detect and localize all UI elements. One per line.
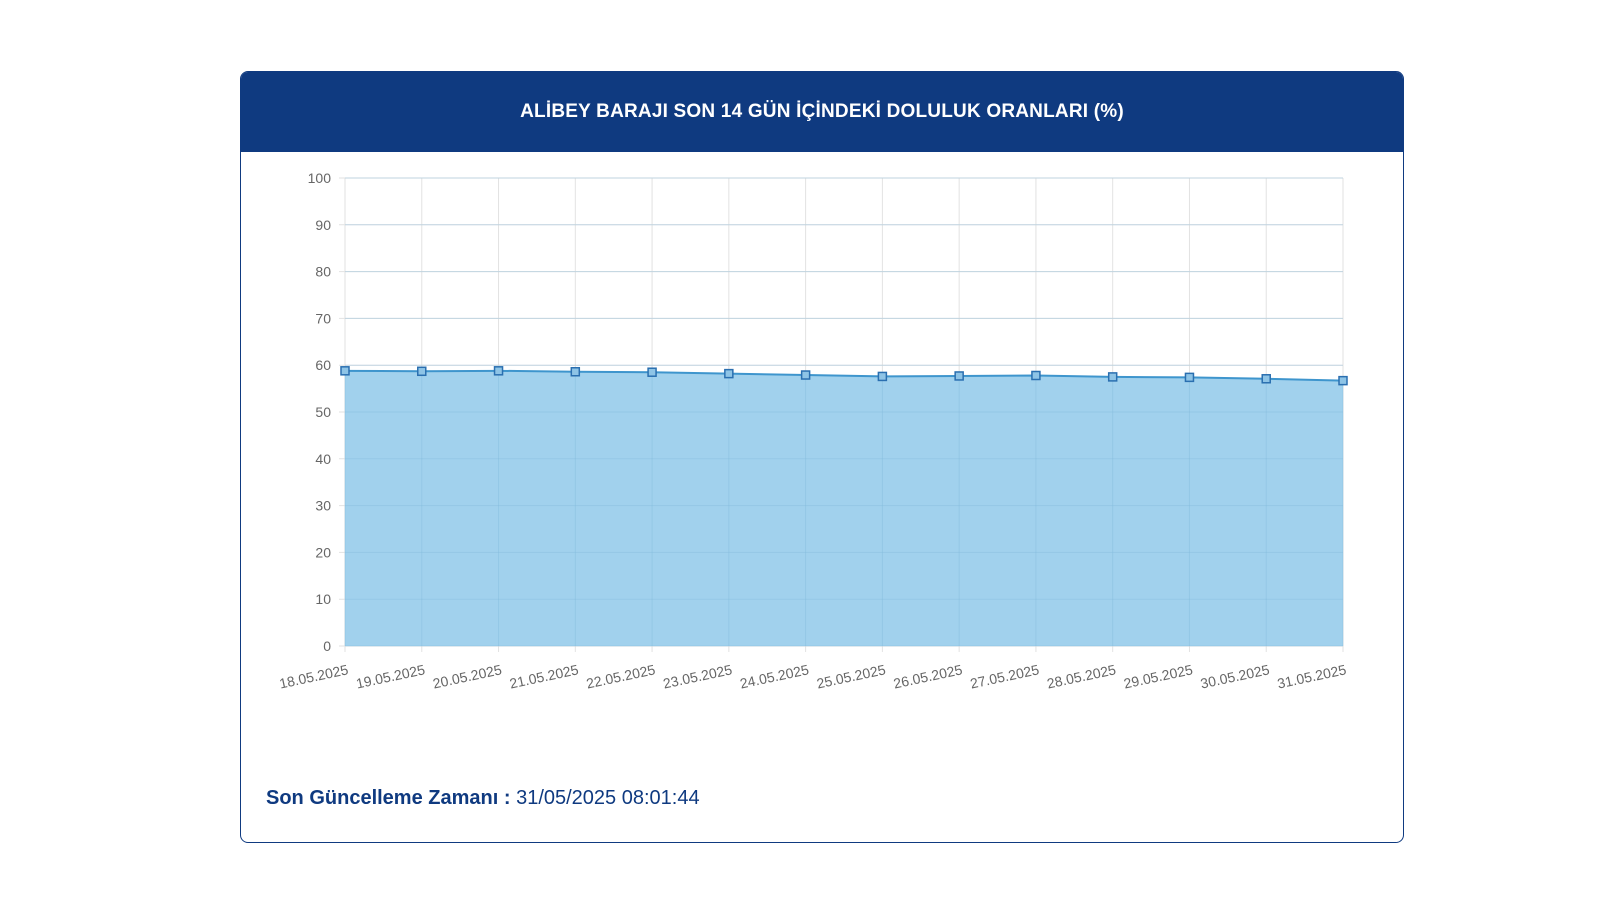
data-point [493,366,504,376]
chart-card: ALİBEY BARAJI SON 14 GÜN İÇİNDEKİ DOLULU… [240,71,1404,843]
x-tick-label: 23.05.2025 [662,661,734,691]
chart-title: ALİBEY BARAJI SON 14 GÜN İÇİNDEKİ DOLULU… [520,101,1124,122]
data-point [724,368,734,379]
y-tick-label: 80 [315,264,331,280]
x-tick-label: 29.05.2025 [1122,661,1194,691]
y-tick-label: 0 [323,638,331,654]
data-point [877,371,888,382]
x-tick-label: 28.05.2025 [1045,661,1117,691]
y-tick-label: 20 [315,544,331,560]
y-tick-label: 60 [315,357,331,373]
x-tick-label: 20.05.2025 [431,661,503,691]
x-tick-label: 21.05.2025 [508,661,580,691]
x-tick-label: 18.05.2025 [278,661,350,691]
series-area [345,370,1343,646]
y-tick-label: 40 [315,451,331,467]
series-line [344,369,1344,382]
data-point [1338,375,1348,386]
y-tick-label: 30 [315,498,331,514]
data-point [570,367,581,377]
x-tick-label: 19.05.2025 [355,661,427,691]
x-tick-label: 27.05.2025 [969,661,1041,691]
data-point [800,370,811,380]
data-point [1031,370,1041,381]
x-tick-label: 30.05.2025 [1199,661,1271,691]
data-point [647,367,657,377]
x-tick-label: 25.05.2025 [815,661,887,691]
x-tick-label: 22.05.2025 [585,661,657,691]
data-point [1261,374,1271,384]
x-tick-label: 31.05.2025 [1276,661,1348,691]
chart-area: 0 10 20 30 40 50 60 70 80 90 100 18.05.2025 19.05.20… [241,152,1403,752]
data-point [340,366,350,376]
data-point [417,366,427,377]
x-tick-label: 26.05.2025 [892,661,964,691]
data-point [1184,372,1195,383]
y-tick-label: 10 [315,591,331,607]
x-tick-label: 24.05.2025 [738,661,810,691]
y-tick-label: 50 [315,404,331,420]
y-tick-label: 100 [308,170,332,186]
fill-rate-chart: 0 10 20 30 40 50 60 70 80 90 100 18.05.2025 19.05.20… [278,170,1348,692]
card-header: ALİBEY BARAJI SON 14 GÜN İÇİNDEKİ DOLULU… [241,72,1403,152]
y-tick-label: 70 [315,310,331,326]
data-point [1107,372,1118,382]
data-point [954,371,964,381]
y-tick-label: 90 [315,217,331,233]
last-update-value: 31/05/2025 08:01:44 [516,787,700,809]
last-update: Son Güncelleme Zamanı : 31/05/2025 08:01… [266,787,700,810]
last-update-label: Son Güncelleme Zamanı : [266,787,511,809]
